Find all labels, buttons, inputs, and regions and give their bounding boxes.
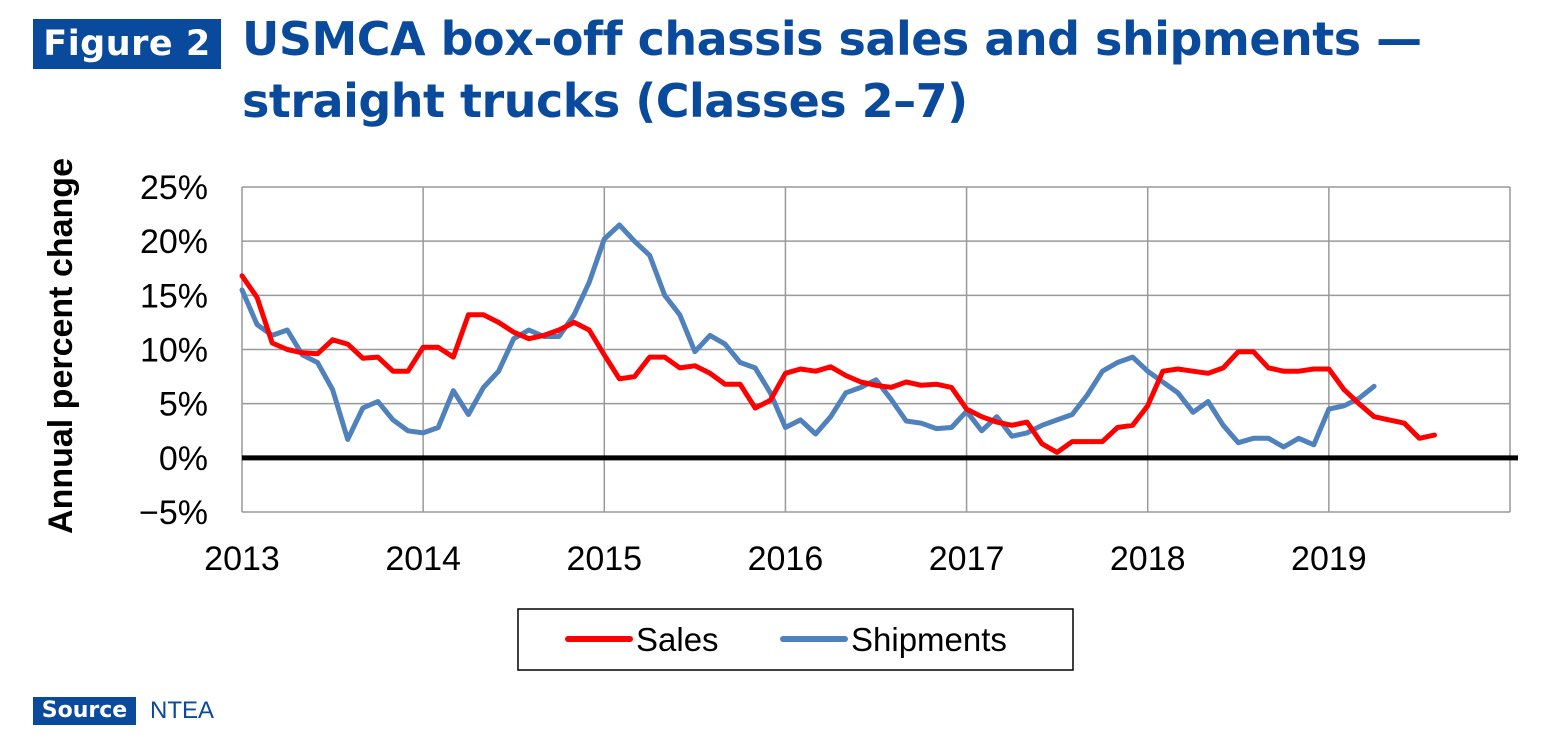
legend: Sales Shipments [517, 608, 1074, 671]
y-tick-label: 15% [140, 277, 208, 315]
x-tick-label: 2015 [566, 540, 642, 578]
y-tick-label: 5% [159, 386, 208, 424]
x-tick-label: 2014 [385, 540, 461, 578]
figure-label: Figure 2 [33, 19, 221, 69]
y-tick-label: 10% [140, 332, 208, 370]
x-tick-label: 2018 [1110, 540, 1186, 578]
y-axis-label: Annual percent change [42, 158, 80, 534]
legend-sales-label: Sales [636, 621, 719, 658]
x-tick-label: 2019 [1291, 540, 1367, 578]
chart-title: USMCA box-off chassis sales and shipment… [242, 8, 1492, 132]
source-text: NTEA [150, 697, 215, 724]
x-tick-label: 2013 [204, 540, 280, 578]
chart-title-line2: straight trucks (Classes 2–7) [242, 74, 968, 128]
x-tick-label: 2016 [748, 540, 824, 578]
series-line-sales [239, 273, 1437, 455]
y-tick-label: −5% [139, 494, 208, 532]
y-tick-label: 0% [159, 440, 208, 478]
chart-title-line1: USMCA box-off chassis sales and shipment… [242, 12, 1422, 66]
y-tick-label: 20% [140, 223, 208, 261]
legend-shipments-label: Shipments [851, 621, 1007, 658]
source-label: Source [33, 697, 136, 725]
x-tick-label: 2017 [929, 540, 1005, 578]
series-line-shipments [239, 222, 1377, 450]
y-tick-label: 25% [140, 169, 208, 207]
